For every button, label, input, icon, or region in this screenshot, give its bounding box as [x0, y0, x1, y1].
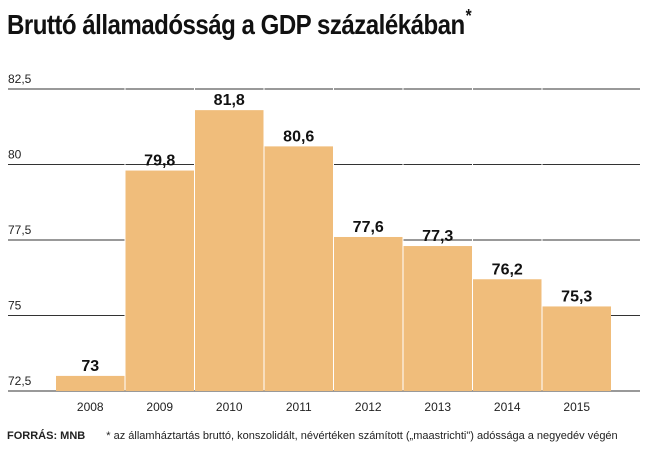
chart-title: Bruttó államadósság a GDP százalékában* [7, 6, 472, 40]
x-axis-tick-labels: 2008 2009 2010 2011 2012 2013 2014 2015 [77, 400, 591, 414]
y-tick-label: 72,5 [8, 374, 32, 388]
x-tick-label: 2008 [77, 400, 104, 414]
x-tick-label: 2013 [424, 400, 451, 414]
bar-2013 [403, 246, 472, 391]
x-tick-label: 2009 [146, 400, 173, 414]
bar-value-label: 79,8 [144, 153, 175, 170]
footnote-text: * az államháztartás bruttó, konszolidált… [106, 430, 618, 442]
bar-value-label: 81,8 [214, 92, 245, 109]
bar-2010 [195, 110, 264, 391]
y-tick-label: 75 [8, 299, 22, 313]
bar-2012 [334, 236, 403, 391]
bar-2011 [264, 146, 333, 391]
y-axis-tick-labels: 72,5 75 77,5 80 82,5 [8, 72, 32, 388]
bar-value-label: 80,6 [283, 128, 314, 145]
y-tick-label: 82,5 [8, 72, 32, 86]
x-tick-label: 2015 [563, 400, 590, 414]
bars [56, 110, 611, 391]
bar-value-label: 77,3 [422, 228, 453, 245]
bar-value-labels: 73 79,8 81,8 80,6 77,6 77,3 76,2 75,3 [81, 92, 592, 375]
bar-value-label: 77,6 [353, 219, 384, 236]
y-tick-label: 77,5 [8, 223, 32, 237]
title-footnote-mark: * [465, 6, 472, 26]
bar-2015 [542, 306, 611, 391]
bar-value-label: 73 [81, 358, 99, 375]
chart-footer: FORRÁS: MNB * az államháztartás bruttó, … [7, 430, 618, 442]
x-tick-label: 2012 [355, 400, 382, 414]
x-tick-label: 2014 [494, 400, 521, 414]
y-tick-label: 80 [8, 148, 22, 162]
bar-2008 [56, 375, 125, 391]
x-tick-label: 2010 [216, 400, 243, 414]
bar-value-label: 76,2 [492, 261, 523, 278]
bar-2009 [125, 170, 194, 391]
bar-2014 [473, 279, 542, 391]
bar-value-label: 75,3 [561, 288, 592, 305]
source-label: FORRÁS: MNB [7, 430, 86, 442]
x-tick-label: 2011 [286, 400, 312, 414]
